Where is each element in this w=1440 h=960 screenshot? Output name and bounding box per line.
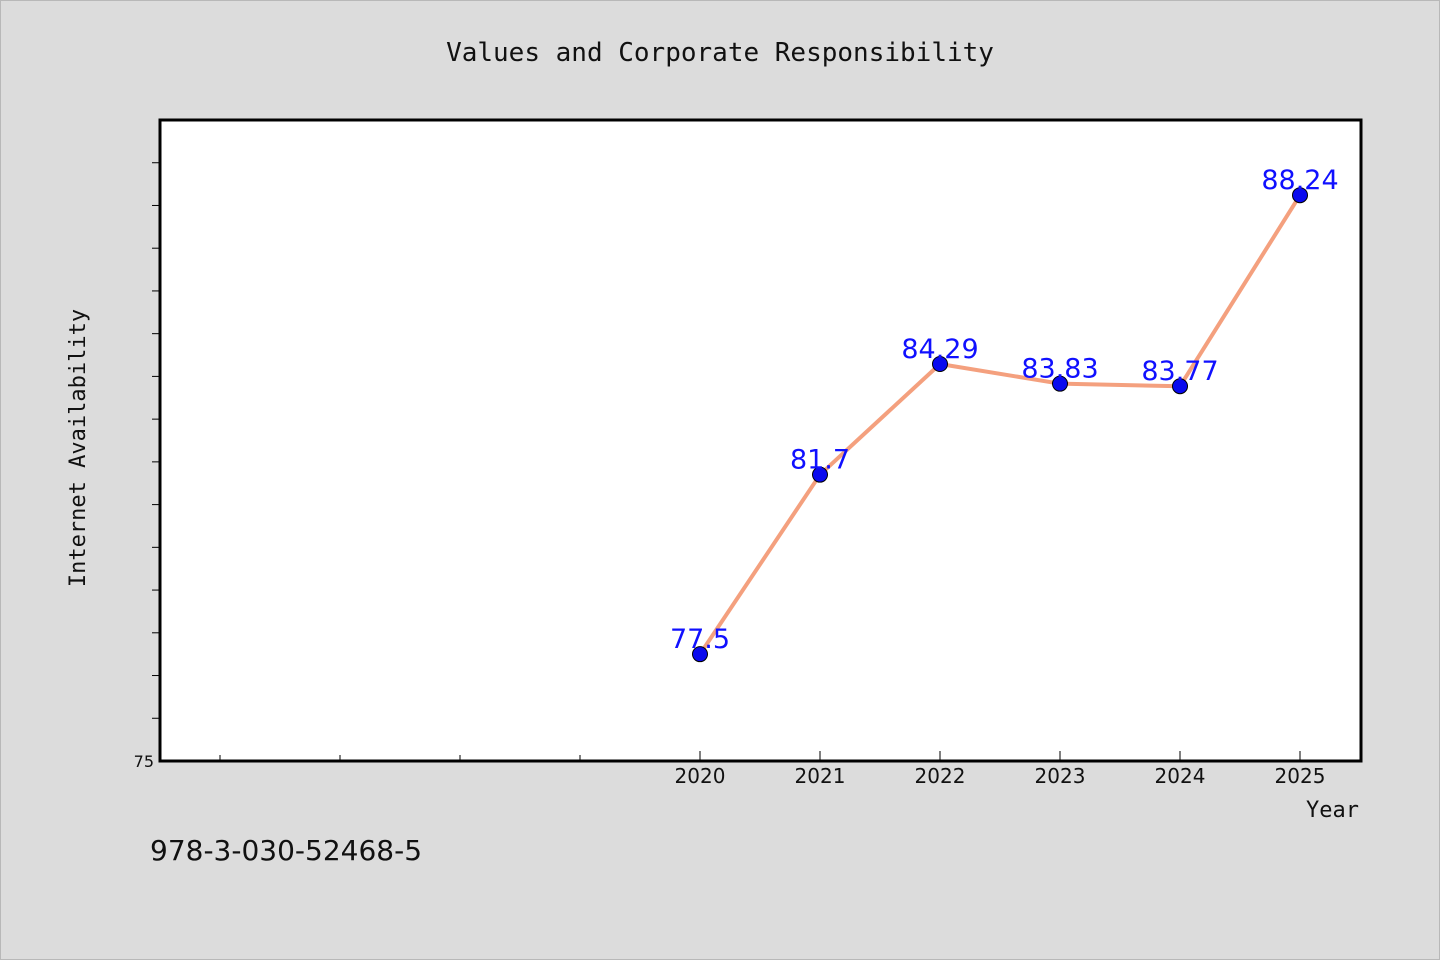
data-point [1292, 187, 1308, 204]
data-point [692, 646, 708, 663]
x-tick-label: 2025 [1275, 764, 1326, 788]
data-label: 84.29 [901, 334, 978, 365]
data-label: 83.77 [1141, 356, 1218, 387]
data-label: 88.24 [1261, 165, 1338, 196]
x-axis-ticks: 2020 2021 2022 2023 2024 2025 [219, 751, 1326, 788]
isbn-footer: 978-3-030-52468-5 [150, 834, 423, 867]
x-tick-label: 2022 [915, 764, 966, 788]
data-label: 83.83 [1021, 354, 1098, 385]
x-tick-label: 2021 [795, 764, 846, 788]
series-line [698, 194, 1302, 656]
y-axis-ticks: 75 [134, 162, 160, 771]
data-point [812, 466, 828, 483]
y-axis-label: Internet Availability [66, 309, 91, 587]
x-tick-label: 2023 [1035, 764, 1086, 788]
x-tick-label: 2024 [1155, 764, 1206, 788]
data-point [1172, 378, 1188, 395]
chart-title: Values and Corporate Responsibility [446, 38, 994, 68]
data-point [1052, 375, 1068, 392]
x-axis-label: Year [1306, 798, 1359, 823]
series-group: 77.5 81.7 84.29 83.83 83.77 88.24 [670, 165, 1339, 663]
data-label: 81.7 [790, 445, 850, 476]
plot-area [158, 118, 1363, 763]
y-tick-label: 75 [134, 752, 154, 771]
data-label: 77.5 [670, 624, 730, 655]
data-point [932, 356, 948, 373]
x-tick-label: 2020 [675, 764, 726, 788]
